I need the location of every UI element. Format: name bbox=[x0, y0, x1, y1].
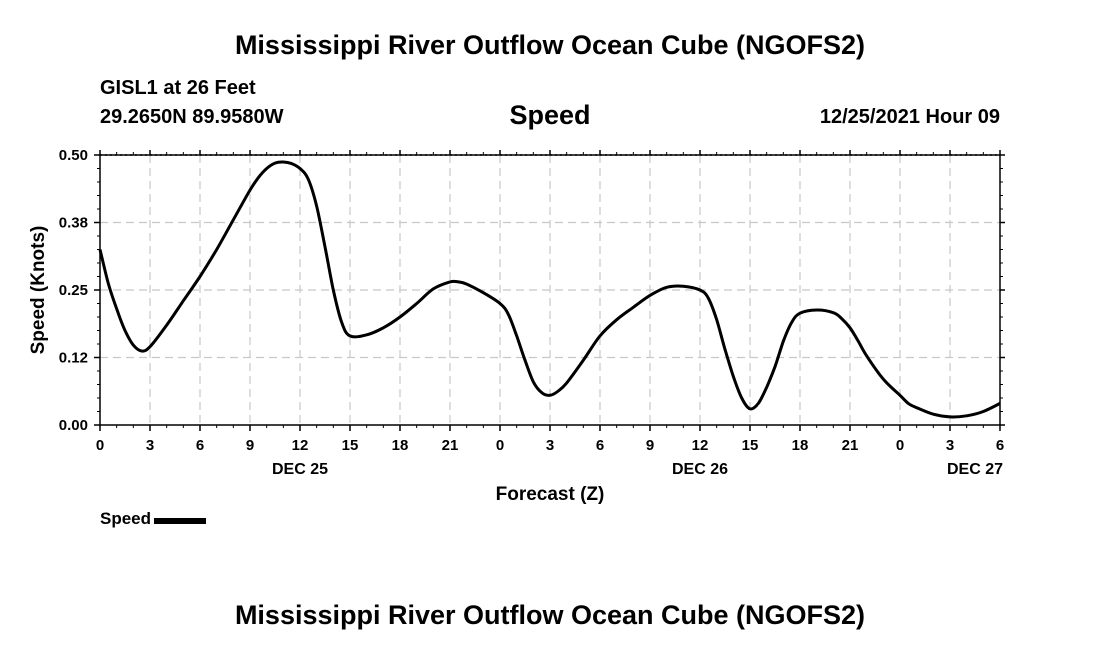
x-tick-label: 12 bbox=[692, 437, 709, 454]
x-tick-label: 0 bbox=[896, 437, 904, 454]
speed-series-line bbox=[98, 160, 1001, 419]
x-tick-label: 12 bbox=[292, 437, 309, 454]
y-tick-label: 0.50 bbox=[59, 147, 88, 164]
station-coordinates: 29.2650N 89.9580W bbox=[100, 106, 284, 128]
grid bbox=[100, 154, 1000, 425]
x-tick-label: 3 bbox=[546, 437, 554, 454]
x-tick-label: 6 bbox=[596, 437, 604, 454]
x-tick-label: 6 bbox=[996, 437, 1004, 454]
x-tick-label: 3 bbox=[946, 437, 954, 454]
x-tick-label: 15 bbox=[742, 437, 759, 454]
legend-line-swatch bbox=[154, 518, 207, 524]
x-tick-label: 0 bbox=[96, 437, 104, 454]
x-axis-label: Forecast (Z) bbox=[496, 484, 605, 505]
x-tick-label: 21 bbox=[842, 437, 859, 454]
x-tick-label: 21 bbox=[442, 437, 459, 454]
y-tick-label: 0.00 bbox=[59, 417, 88, 434]
forecast-timestamp: 12/25/2021 Hour 09 bbox=[819, 106, 1000, 128]
date-label: DEC 25 bbox=[272, 461, 328, 478]
y-axis-label: Speed (Knots) bbox=[28, 226, 49, 355]
panel-title: Speed bbox=[509, 100, 591, 130]
x-tick-label: 0 bbox=[496, 437, 504, 454]
x-tick-label: 18 bbox=[792, 437, 809, 454]
legend: Speed bbox=[100, 509, 207, 529]
x-tick-label: 3 bbox=[146, 437, 154, 454]
date-label: DEC 27 bbox=[947, 461, 1003, 478]
y-tick-label: 0.12 bbox=[59, 350, 88, 367]
chart-main-title: Mississippi River Outflow Ocean Cube (NG… bbox=[234, 30, 866, 60]
station-name: GISL1 at 26 Feet bbox=[100, 77, 256, 99]
y-tick-label: 0.38 bbox=[59, 215, 88, 232]
x-tick-label: 15 bbox=[342, 437, 359, 454]
legend-label: Speed bbox=[100, 509, 152, 528]
date-label: DEC 26 bbox=[672, 461, 728, 478]
x-tick-label: 9 bbox=[646, 437, 654, 454]
x-tick-label: 9 bbox=[246, 437, 254, 454]
y-tick-label: 0.25 bbox=[59, 282, 88, 299]
x-tick-label: 6 bbox=[196, 437, 204, 454]
footer-title: Mississippi River Outflow Ocean Cube (NG… bbox=[234, 600, 866, 630]
axes: 0 3 6 9 12 15 18 21 0 3 6 9 12 15 18 21 0 3 6 DEC 25 DEC 26 D… bbox=[59, 147, 1005, 478]
x-tick-label: 18 bbox=[392, 437, 409, 454]
